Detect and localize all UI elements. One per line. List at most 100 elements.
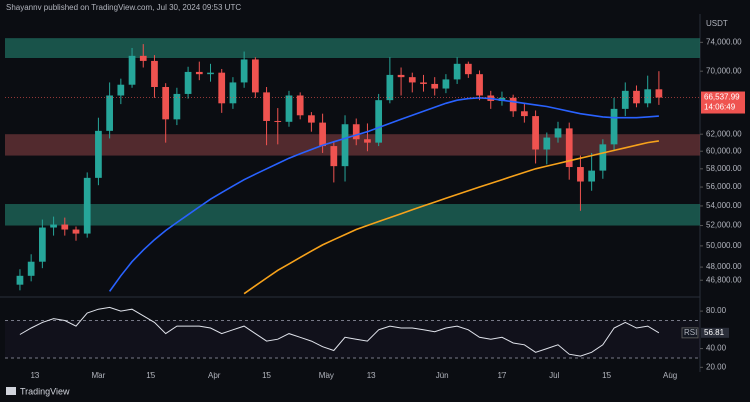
candle-body <box>274 120 282 122</box>
x-tick-label: 17 <box>498 371 507 380</box>
x-tick-label: 13 <box>30 371 39 380</box>
x-tick-label: Mar <box>92 371 106 380</box>
candle-body <box>610 108 618 145</box>
candle-body <box>509 97 517 112</box>
zone <box>5 134 700 156</box>
candle-body <box>588 170 596 182</box>
moving-average <box>243 140 660 295</box>
x-tick-label: 15 <box>602 371 611 380</box>
y-tick-label: 56,000.00 <box>706 182 742 191</box>
candle-body <box>554 128 562 138</box>
last-price-label: 66,537.99 <box>704 93 740 102</box>
rsi-label-box <box>681 327 699 339</box>
y-tick-label: 62,000.00 <box>706 129 742 138</box>
candle-body <box>16 275 24 285</box>
candle-body <box>330 146 338 167</box>
header: Shayannv published on TradingView.com, J… <box>6 3 241 12</box>
candle-body <box>319 122 326 147</box>
candle-body <box>386 74 394 101</box>
candle-body <box>229 82 237 104</box>
candle-body <box>453 63 461 80</box>
y-tick-label: 48,000.00 <box>706 262 742 271</box>
candle-body <box>72 229 80 234</box>
x-tick-label: May <box>319 371 334 380</box>
candle-body <box>106 95 113 131</box>
candle-body <box>128 55 136 85</box>
x-tick-label: Jul <box>549 371 559 380</box>
x-tick-label: 15 <box>262 371 271 380</box>
candle-body <box>352 124 360 140</box>
candle-body <box>251 59 259 93</box>
candle-body <box>476 74 483 96</box>
candle-body <box>599 144 607 171</box>
candle-body <box>565 128 573 168</box>
candle-body <box>139 55 147 61</box>
candle-body <box>285 95 293 122</box>
moving-average <box>108 96 659 292</box>
rsi-line <box>19 306 660 357</box>
candle-body <box>543 137 551 150</box>
y-tick-label: 58,000.00 <box>706 164 742 173</box>
candle-body <box>296 95 304 116</box>
candle-body <box>442 79 450 89</box>
candle-body <box>61 224 69 230</box>
y-tick-label: 54,000.00 <box>706 201 742 210</box>
x-tick-label: 13 <box>367 371 376 380</box>
rsi-value-box <box>701 327 729 338</box>
x-tick-label: Jun <box>436 371 449 380</box>
rsi-tick-label: 20.00 <box>706 362 727 371</box>
candle-body <box>218 72 226 104</box>
y-tick-label: 52,000.00 <box>706 221 742 230</box>
candle-body <box>341 124 349 167</box>
candle-body <box>27 261 35 276</box>
candle-body <box>151 60 158 88</box>
rsi-tick-label: 40.00 <box>706 344 727 353</box>
candle-body <box>184 71 192 94</box>
x-tick-label: Aug <box>663 371 677 380</box>
candle-body <box>633 90 640 104</box>
y-tick-label: 50,000.00 <box>706 241 742 250</box>
candle-body <box>375 100 383 143</box>
rsi-tick-label: 80.00 <box>706 306 727 315</box>
countdown: 14:06:49 <box>704 103 736 112</box>
y-tick-label: 46,800.00 <box>706 275 742 284</box>
y-tick-label: 74,000.00 <box>706 37 742 46</box>
candle-body <box>308 115 315 123</box>
last-price-box <box>701 91 745 114</box>
zone <box>5 204 700 226</box>
candle-body <box>521 111 528 117</box>
candle-body <box>397 74 405 78</box>
logo <box>6 387 16 395</box>
candle-body <box>364 139 371 143</box>
candle-body <box>117 84 125 96</box>
candle-body <box>162 87 170 120</box>
candle-body <box>498 97 506 101</box>
footer: TradingView <box>20 386 70 396</box>
candle-body <box>621 90 629 109</box>
candle-body <box>207 72 214 75</box>
candle-body <box>420 82 427 84</box>
candle-body <box>263 92 270 121</box>
y-tick-label: 60,000.00 <box>706 146 742 155</box>
x-tick-label: 15 <box>146 371 155 380</box>
zone <box>5 38 700 59</box>
candle-body <box>173 93 181 120</box>
candle-body <box>95 130 102 178</box>
x-tick-label: Apr <box>208 371 221 380</box>
rsi-band <box>5 320 700 358</box>
candle-body <box>464 63 472 75</box>
candle-body <box>240 59 248 83</box>
y-tick-label: 70,000.00 <box>706 66 742 75</box>
rsi-name: RSI <box>684 328 697 337</box>
candle-body <box>39 227 46 262</box>
candle-body <box>655 89 663 98</box>
candle-body <box>532 116 539 150</box>
currency: USDT <box>706 19 728 28</box>
rsi-value-label: 56.81 <box>704 328 725 337</box>
candle-body <box>577 167 584 182</box>
candle-body <box>50 224 57 228</box>
candle-body <box>644 89 652 104</box>
candle-body <box>195 71 203 75</box>
